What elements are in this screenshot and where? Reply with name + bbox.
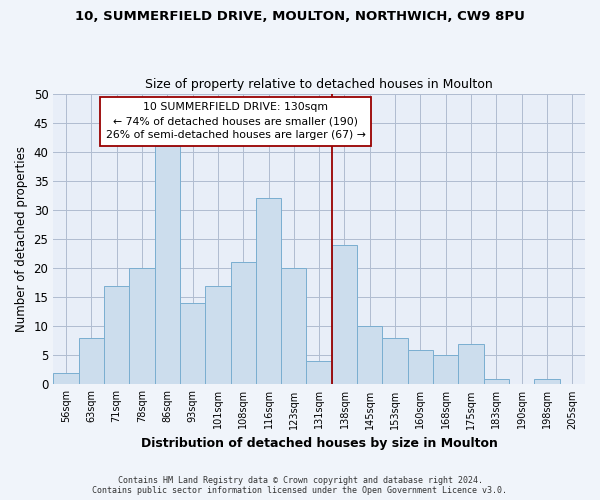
Bar — [281, 268, 307, 384]
Bar — [484, 378, 509, 384]
Bar — [180, 303, 205, 384]
Bar — [205, 286, 230, 384]
Bar — [104, 286, 129, 384]
Bar — [129, 268, 155, 384]
Y-axis label: Number of detached properties: Number of detached properties — [15, 146, 28, 332]
Bar — [433, 356, 458, 384]
Bar — [53, 373, 79, 384]
X-axis label: Distribution of detached houses by size in Moulton: Distribution of detached houses by size … — [141, 437, 497, 450]
Bar — [155, 146, 180, 384]
Title: Size of property relative to detached houses in Moulton: Size of property relative to detached ho… — [145, 78, 493, 91]
Bar — [535, 378, 560, 384]
Bar — [382, 338, 408, 384]
Bar — [256, 198, 281, 384]
Bar — [79, 338, 104, 384]
Bar — [230, 262, 256, 384]
Bar — [357, 326, 382, 384]
Bar — [458, 344, 484, 384]
Text: Contains HM Land Registry data © Crown copyright and database right 2024.
Contai: Contains HM Land Registry data © Crown c… — [92, 476, 508, 495]
Text: 10, SUMMERFIELD DRIVE, MOULTON, NORTHWICH, CW9 8PU: 10, SUMMERFIELD DRIVE, MOULTON, NORTHWIC… — [75, 10, 525, 23]
Bar — [307, 361, 332, 384]
Text: 10 SUMMERFIELD DRIVE: 130sqm
← 74% of detached houses are smaller (190)
26% of s: 10 SUMMERFIELD DRIVE: 130sqm ← 74% of de… — [106, 102, 365, 141]
Bar — [332, 245, 357, 384]
Bar — [408, 350, 433, 384]
